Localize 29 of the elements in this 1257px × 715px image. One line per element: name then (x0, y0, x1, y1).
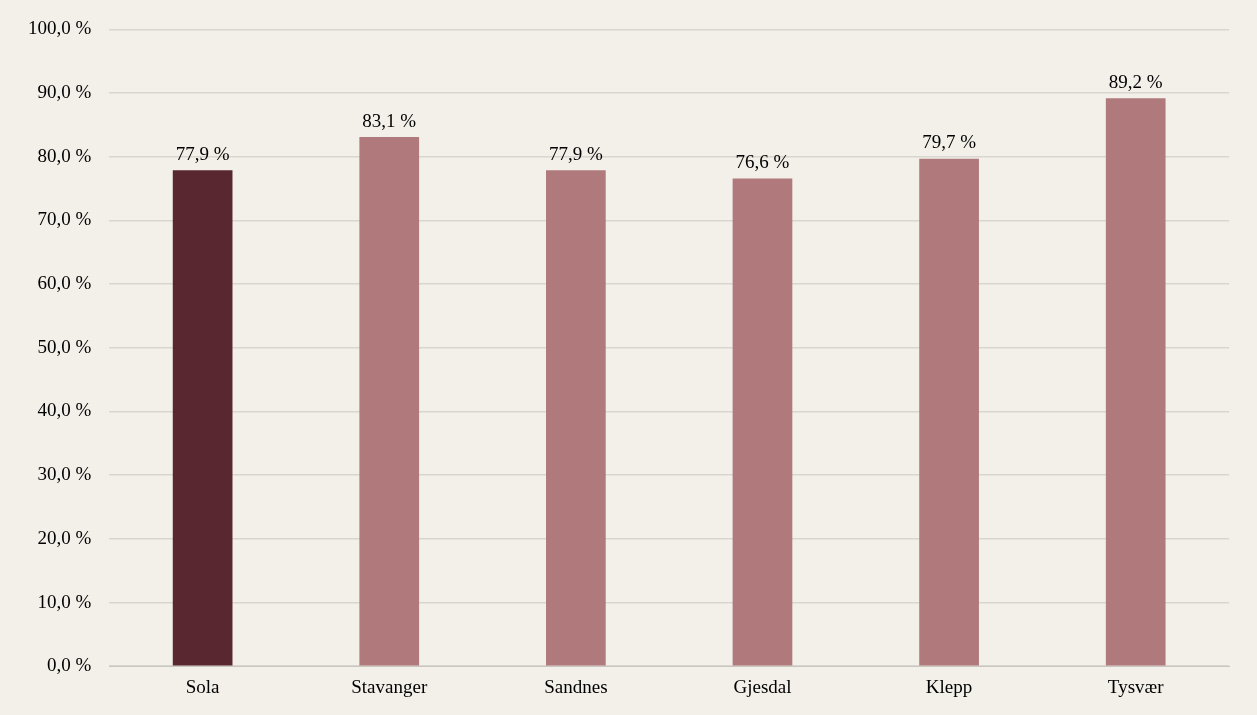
y-tick-label: 50,0 % (37, 335, 92, 357)
y-tick-label: 100,0 % (28, 17, 92, 39)
y-tick-label: 60,0 % (37, 272, 92, 294)
data-label: 76,6 % (735, 150, 790, 172)
x-tick-label: Sola (185, 675, 221, 697)
data-label: 77,9 % (548, 142, 603, 164)
bar (1105, 98, 1166, 666)
data-label: 83,1 % (362, 109, 417, 131)
y-tick-label: 90,0 % (37, 81, 92, 103)
y-tick-label: 10,0 % (37, 590, 92, 612)
y-tick-label: 80,0 % (37, 144, 92, 166)
x-tick-label: Klepp (925, 675, 973, 697)
x-tick-label: Sandnes (544, 675, 608, 697)
y-tick-label: 70,0 % (37, 208, 92, 230)
bar (732, 178, 793, 666)
y-tick-label: 20,0 % (37, 526, 92, 548)
y-tick-label: 30,0 % (37, 463, 92, 485)
bar (919, 158, 979, 666)
x-tick-label: Gjesdal (733, 675, 792, 697)
bar (359, 137, 420, 666)
data-label: 77,9 % (175, 142, 230, 164)
bar (546, 170, 606, 666)
y-tick-label: 0,0 % (47, 654, 92, 676)
x-tick-label: Tysvær (1107, 675, 1165, 697)
bar (172, 170, 233, 666)
data-label: 89,2 % (1108, 70, 1163, 92)
y-tick-label: 40,0 % (37, 399, 92, 421)
x-tick-label: Stavanger (351, 675, 428, 697)
data-label: 79,7 % (922, 131, 977, 153)
